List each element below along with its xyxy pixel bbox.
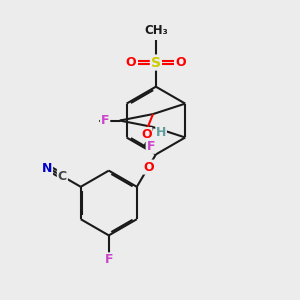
- Text: S: S: [151, 56, 161, 70]
- Text: O: O: [126, 56, 136, 69]
- Text: F: F: [104, 253, 113, 266]
- Text: O: O: [175, 56, 186, 69]
- Text: CH₃: CH₃: [144, 24, 168, 37]
- Text: F: F: [147, 140, 155, 153]
- Text: N: N: [42, 162, 52, 175]
- Text: C: C: [58, 170, 67, 183]
- Text: F: F: [101, 114, 109, 127]
- Text: O: O: [141, 128, 152, 141]
- Text: O: O: [143, 160, 154, 174]
- Text: H: H: [156, 126, 166, 139]
